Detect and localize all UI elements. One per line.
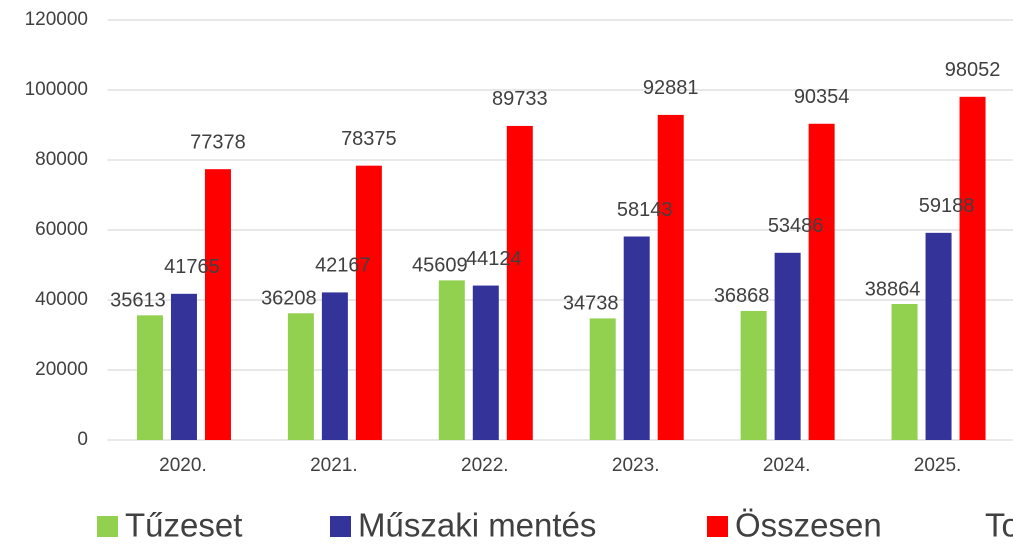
bar [925, 232, 952, 440]
legend-swatch [707, 516, 728, 537]
bar [170, 293, 197, 440]
legend-label: Műszaki mentés [358, 507, 596, 544]
data-label: 98052 [945, 59, 1001, 81]
bar [774, 252, 801, 440]
x-tick-label: 2024. [763, 455, 811, 476]
data-label: 58143 [617, 199, 673, 221]
bar [136, 315, 163, 440]
data-label: 38864 [865, 278, 921, 300]
bar [472, 285, 499, 440]
data-label: 45609 [412, 255, 468, 277]
x-tick-label: 2020. [159, 455, 207, 476]
bar [287, 313, 314, 440]
bar [321, 292, 348, 440]
y-tick-label: 20000 [35, 359, 88, 380]
data-label: 36868 [714, 285, 770, 307]
x-tick-label: 2022. [461, 455, 509, 476]
legend-swatch [330, 516, 351, 537]
x-tick-label: 2025. [914, 455, 962, 476]
bar [355, 165, 382, 440]
data-label: 89733 [492, 88, 548, 110]
data-label: 42167 [315, 255, 371, 277]
bar [959, 96, 986, 441]
x-tick-label: 2021. [310, 455, 358, 476]
legend-swatch [97, 516, 118, 537]
data-label: 34738 [563, 293, 619, 315]
bar [589, 318, 616, 440]
y-tick-label: 80000 [35, 149, 88, 170]
bar [438, 280, 465, 440]
y-tick-label: 0 [77, 429, 88, 450]
data-label: 90354 [794, 86, 850, 108]
bar [657, 114, 684, 440]
legend-label: Tűzeset [125, 507, 242, 544]
data-label: 53486 [768, 215, 824, 237]
bar [891, 303, 918, 440]
bar [204, 169, 231, 440]
data-label: 77378 [190, 131, 246, 153]
x-tick-label: 2023. [612, 455, 660, 476]
legend-label: Összesen [735, 507, 882, 544]
y-tick-label: 40000 [35, 289, 88, 310]
y-tick-label: 100000 [25, 79, 88, 100]
data-label: 44124 [466, 248, 522, 270]
y-tick-label: 120000 [25, 9, 88, 30]
annotation: To [985, 507, 1013, 544]
bar [623, 236, 650, 440]
data-label: 59188 [919, 195, 975, 217]
data-label: 41765 [164, 256, 220, 278]
bar [808, 123, 835, 441]
data-label: 36208 [261, 288, 317, 310]
data-label: 78375 [341, 128, 397, 150]
bar [506, 125, 533, 440]
bar [740, 310, 767, 440]
data-label: 92881 [643, 77, 699, 99]
y-tick-label: 60000 [35, 219, 88, 240]
data-label: 35613 [110, 290, 166, 312]
